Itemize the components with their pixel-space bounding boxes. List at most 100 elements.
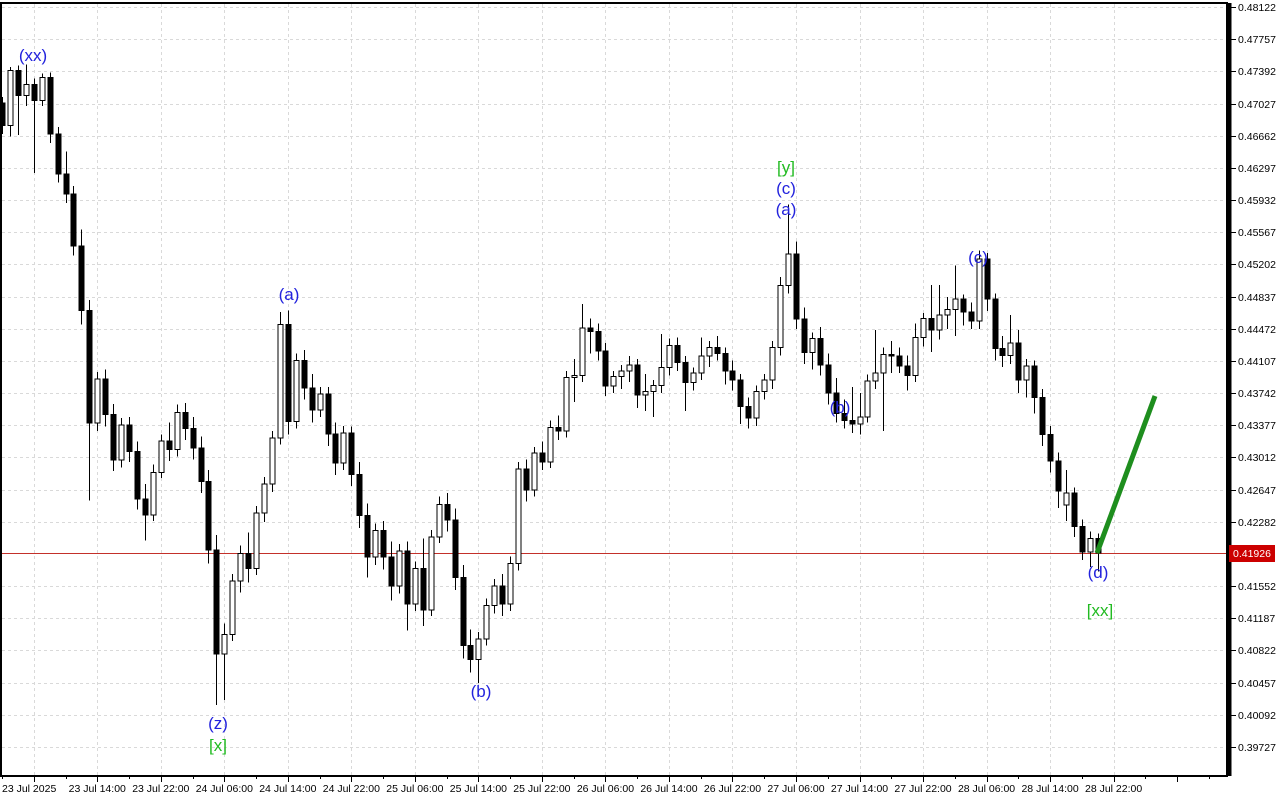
candle (491, 579, 498, 614)
wave-label[interactable]: (c) (968, 248, 988, 267)
wave-label[interactable]: (c) (776, 179, 796, 198)
candle (706, 341, 713, 367)
time-tick-label: 26 Jul 06:00 (577, 783, 634, 795)
bull-candle-body (880, 353, 887, 374)
bear-candle-body (166, 440, 173, 451)
bull-candle-body (658, 367, 665, 386)
wave-label[interactable]: (xx) (19, 46, 47, 65)
wave-label[interactable]: (a) (279, 285, 300, 304)
bear-candle-body (245, 553, 252, 570)
bear-candle-body (332, 433, 339, 464)
bear-candle-body (213, 549, 220, 655)
bear-candle-body (452, 519, 459, 578)
bear-candle-body (999, 347, 1006, 356)
time-tick-label: 28 Jul 14:00 (1021, 783, 1078, 795)
bull-candle-body (706, 346, 713, 357)
bear-candle-body (587, 327, 594, 333)
wave-labels-layer[interactable]: (xx) (a) (z) [x] (b) [y] (c) (a) (b) (c) (d) [xx] (19, 46, 1113, 755)
candle (952, 265, 959, 336)
bear-candle-body (460, 576, 467, 646)
bull-candle-body (428, 536, 435, 611)
wave-label[interactable]: [y] (777, 158, 795, 177)
bear-candle-body (182, 412, 189, 429)
bear-candle-body (984, 258, 991, 300)
price-tick-label: 0.45202 (1238, 259, 1276, 271)
price-tick-label: 0.46662 (1238, 131, 1276, 143)
candle (841, 399, 848, 429)
wave-label[interactable]: [x] (209, 736, 227, 755)
bear-candle-body (841, 412, 848, 422)
time-scale[interactable]: 23 Jul 2025 23 Jul 14:00 23 Jul 22:00 24 Ju… (2, 776, 1210, 795)
bull-candle-body (650, 384, 657, 392)
bear-candle-body (682, 361, 689, 384)
candle (793, 241, 800, 329)
candle (277, 312, 284, 445)
bull-candle-body (483, 605, 490, 640)
bear-candle-body (674, 345, 681, 363)
bear-candle-body (198, 447, 205, 482)
trend-arrow-line[interactable] (1094, 395, 1158, 554)
candle (928, 284, 935, 352)
bull-candle-body (412, 568, 419, 605)
price-tick-label: 0.43742 (1238, 388, 1276, 400)
bear-candle-body (729, 370, 736, 381)
wave-label[interactable]: (d) (1088, 563, 1109, 582)
candle (364, 503, 371, 578)
bear-candle-body (825, 364, 832, 394)
candle (1031, 360, 1038, 414)
candle (737, 373, 744, 425)
wave-label[interactable]: [xx] (1087, 601, 1113, 620)
candle (86, 299, 93, 501)
price-tick-label: 0.41552 (1238, 581, 1276, 593)
candle (444, 492, 451, 532)
bull-candle-body (158, 440, 165, 474)
bear-candle-body (134, 450, 141, 500)
bear-candle-body (1031, 365, 1038, 399)
candle (642, 373, 649, 411)
wave-label[interactable]: (b) (830, 398, 851, 417)
bear-candle-body (78, 245, 85, 311)
bull-candle-body (785, 253, 792, 287)
candle (626, 356, 633, 382)
candle (452, 508, 459, 590)
candle (944, 297, 951, 329)
candle (618, 365, 625, 389)
bull-candle-body (221, 634, 228, 655)
time-tick-label: 28 Jul 22:00 (1085, 783, 1142, 795)
candle (920, 313, 927, 347)
candle (602, 342, 609, 396)
bull-candle-body (698, 355, 705, 374)
candle (587, 318, 594, 354)
candle (332, 422, 339, 476)
wave-label[interactable]: (a) (776, 200, 797, 219)
wave-label[interactable]: (b) (471, 682, 492, 701)
bear-candle-body (467, 644, 474, 660)
bull-candle-body (475, 638, 482, 660)
bear-candle-body (968, 311, 975, 322)
bear-candle-body (380, 530, 387, 558)
candle (420, 538, 427, 626)
candle (0, 97, 6, 135)
bull-candle-body (515, 468, 522, 564)
time-tick-label: 23 Jul 2025 (2, 783, 56, 795)
candle (63, 151, 70, 203)
wave-label[interactable]: (z) (208, 714, 228, 733)
bull-candle-body (944, 308, 951, 316)
candle (245, 532, 252, 583)
price-scale[interactable]: 0.48122 0.47757 0.47392 0.47027 0.46662 0.462… (1231, 2, 1277, 754)
bull-candle-body (761, 379, 768, 392)
bear-candle-body (801, 318, 808, 354)
candle (475, 632, 482, 684)
bear-candle-body (1079, 525, 1086, 553)
bear-candle-body (928, 317, 935, 331)
time-tick-label: 24 Jul 06:00 (196, 783, 253, 795)
time-tick-label: 23 Jul 22:00 (132, 783, 189, 795)
candle (571, 358, 578, 403)
candle (753, 385, 760, 426)
bear-candle-body (190, 427, 197, 449)
bull-candle-body (690, 372, 697, 384)
candle (237, 545, 244, 593)
bull-candle-body (7, 70, 14, 126)
bear-candle-body (126, 424, 133, 452)
trend-arrow[interactable] (1094, 395, 1158, 554)
